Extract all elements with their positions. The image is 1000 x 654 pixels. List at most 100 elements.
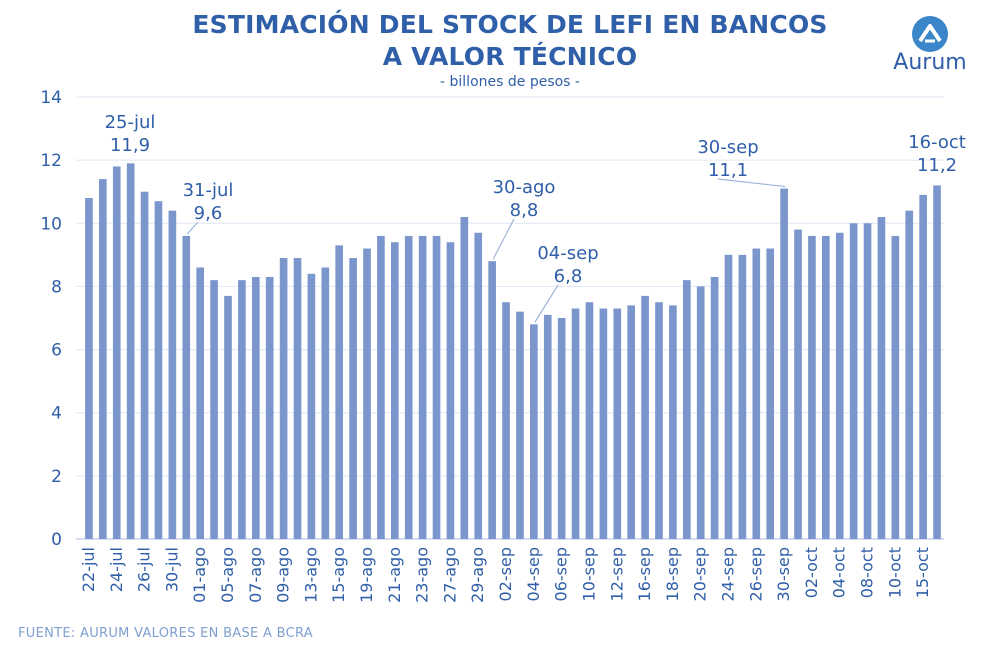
annotation-leader-line [717,178,786,188]
bar [279,258,288,539]
bar [238,280,246,539]
x-tick-label: 27-ago [440,547,459,603]
bar [363,248,371,540]
x-tick-label: 07-ago [246,547,265,603]
y-tick-label: 2 [51,467,62,487]
bar [307,273,316,539]
x-tick-label: 04-sep [524,547,543,601]
y-tick-label: 10 [40,214,62,234]
bar [863,223,872,540]
x-tick-label: 24-jul [107,547,126,592]
x-tick-label: 20-sep [691,547,710,601]
bar [99,179,107,540]
chart-subtitle: - billones de pesos - [440,74,580,90]
x-tick-label: 01-ago [190,547,209,603]
bar [112,166,121,539]
bar [432,235,441,539]
bar [349,258,357,539]
bar [599,308,608,539]
bar [669,305,677,539]
x-tick-label: 12-sep [607,547,626,601]
bar [474,232,483,539]
bar [627,305,636,539]
annotation-leader-line [186,221,199,235]
bar [557,318,566,539]
annotation-leader-line [534,284,559,323]
x-tick-label: 02-oct [802,547,821,598]
annotation-value: 11,9 [110,135,150,156]
y-tick-label: 0 [51,530,62,550]
bar [585,302,594,539]
bar [682,280,691,539]
bar [321,267,330,539]
bar [780,188,788,540]
bar [446,242,455,539]
bar [877,216,886,539]
x-tick-label: 16-sep [635,547,654,601]
annotation-date: 30-ago [493,177,556,198]
x-tick-label: 22-jul [79,547,98,592]
y-tick-label: 4 [51,404,62,424]
y-axis-ticks: 0 2 4 6 8 10 12 14 [40,88,62,550]
bar [543,314,552,539]
x-tick-label: 10-oct [885,547,904,598]
bar [641,295,649,539]
aurum-logo-text: Aurum [893,50,967,75]
bar [710,276,719,539]
bar [251,276,260,539]
x-tick-label: 26-sep [746,547,765,601]
bar [891,235,900,539]
bar [85,198,93,539]
bar [168,210,177,539]
bars [85,163,941,540]
bar [335,245,344,539]
bar [154,201,163,539]
annotation-leader-line [492,218,515,260]
bar [224,295,232,539]
x-tick-label: 30-jul [162,547,181,592]
y-tick-label: 14 [40,88,62,108]
x-tick-label: 24-sep [719,547,738,601]
annotation-value: 9,6 [194,203,223,224]
annotation-value: 11,2 [917,155,957,176]
bar [613,308,622,539]
bar [530,324,538,539]
annotation-date: 30-sep [697,137,758,158]
x-axis-ticks: 22-jul 24-jul 26-jul 30-jul 01-ago 05-ago 07-a… [79,547,932,603]
bar [516,311,524,539]
annotation-date: 25-jul [105,112,156,133]
bar [919,194,927,539]
bar [849,223,858,540]
bar [293,258,302,539]
bar [821,235,830,539]
bar [655,302,663,539]
x-tick-label: 13-ago [301,547,320,603]
x-tick-label: 23-ago [413,547,432,603]
x-tick-label: 29-ago [468,547,487,603]
x-tick-label: 19-ago [357,547,376,603]
chart-title-line-2: A VALOR TÉCNICO [382,42,638,71]
x-tick-label: 02-sep [496,547,515,601]
annotation-date: 31-jul [183,180,234,201]
bar [140,191,149,539]
x-tick-label: 26-jul [135,547,154,592]
bar [390,242,399,539]
bar [571,308,580,539]
annotation-value: 11,1 [708,160,748,181]
x-tick-label: 15-oct [913,547,932,598]
bar [766,248,775,540]
x-tick-label: 21-ago [385,547,404,603]
x-tick-label: 08-oct [858,547,877,598]
bar [933,185,941,539]
bar [404,235,413,539]
x-tick-label: 15-ago [329,547,348,603]
x-tick-label: 09-ago [274,547,293,603]
bar [808,235,816,539]
x-tick-label: 06-sep [552,547,571,601]
bar [724,254,733,539]
bar [377,235,385,539]
y-tick-label: 12 [40,151,62,171]
